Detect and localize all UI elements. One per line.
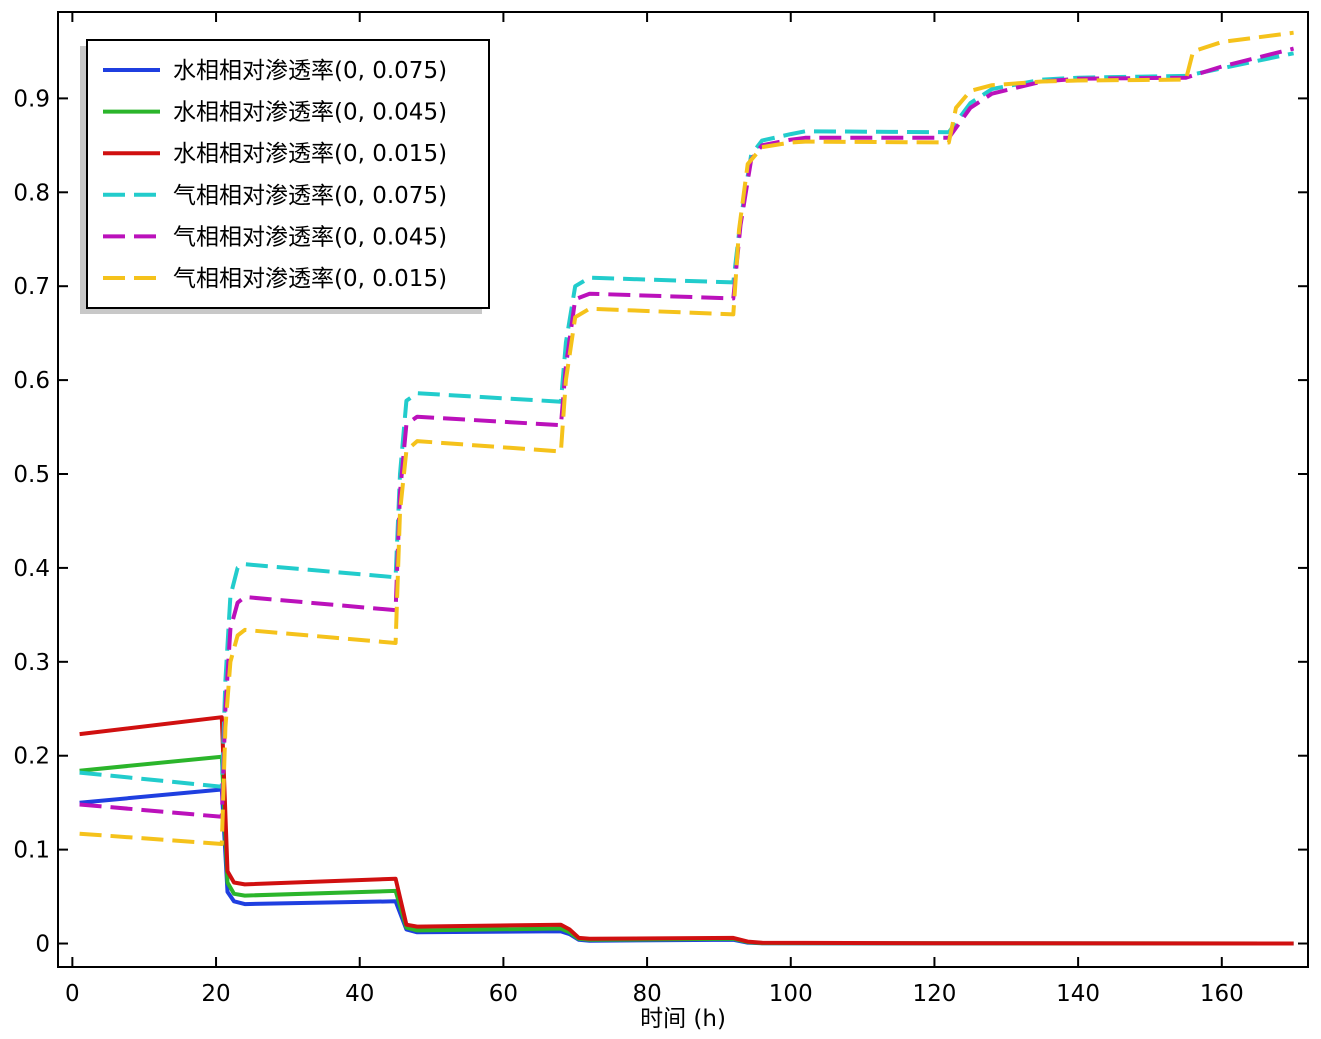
series-line-5	[79, 46, 1295, 819]
legend-label-5: 气相相对渗透率(0, 0.045)	[173, 224, 447, 250]
axis-ticks: 0 20 40 60 80 100 120 140 160 0 0.1 0.2 0.3 0.4 0.5 0.6…	[13, 12, 1308, 1007]
legend: 水相相对渗透率(0, 0.075) 水相相对渗透率(0, 0.045) 水相相对渗透…	[80, 39, 490, 314]
x-axis-title: 时间 (h)	[640, 1006, 726, 1032]
y-tick-label: 0.3	[13, 650, 50, 676]
y-tick-label: 0.4	[13, 556, 50, 582]
x-tick-label: 140	[1056, 981, 1100, 1007]
y-tick-label: 0.5	[13, 462, 50, 488]
legend-label-3: 水相相对渗透率(0, 0.015)	[173, 141, 447, 167]
legend-label-6: 气相相对渗透率(0, 0.015)	[173, 266, 447, 292]
legend-label-1: 水相相对渗透率(0, 0.075)	[173, 58, 447, 84]
x-tick-label: 100	[769, 981, 813, 1007]
legend-label-2: 水相相对渗透率(0, 0.045)	[173, 100, 447, 126]
series-line-3	[79, 715, 1294, 946]
series-line-2	[79, 754, 1294, 946]
y-tick-label: 0.2	[13, 744, 50, 770]
y-tick-label: 0.6	[13, 368, 50, 394]
x-tick-label: 20	[201, 981, 230, 1007]
legend-box	[86, 39, 490, 309]
series-line-1	[79, 787, 1294, 946]
series-line-6	[79, 30, 1294, 846]
x-tick-label: 40	[345, 981, 374, 1007]
legend-label-4: 气相相对渗透率(0, 0.075)	[173, 183, 447, 209]
x-tick-label: 120	[912, 981, 956, 1007]
y-tick-label: 0	[35, 932, 50, 958]
x-tick-label: 160	[1200, 981, 1244, 1007]
plot-frame	[57, 11, 1309, 968]
y-tick-label: 0.1	[13, 838, 50, 864]
y-tick-label: 0.8	[13, 180, 50, 206]
x-tick-label: 80	[632, 981, 661, 1007]
legend-items: 水相相对渗透率(0, 0.075) 水相相对渗透率(0, 0.045) 水相相对渗透…	[103, 58, 447, 292]
y-tick-label: 0.9	[13, 86, 50, 112]
y-tick-label: 0.7	[13, 274, 50, 300]
series-lines	[79, 30, 1295, 946]
x-tick-label: 60	[489, 981, 518, 1007]
x-tick-label: 0	[65, 981, 80, 1007]
